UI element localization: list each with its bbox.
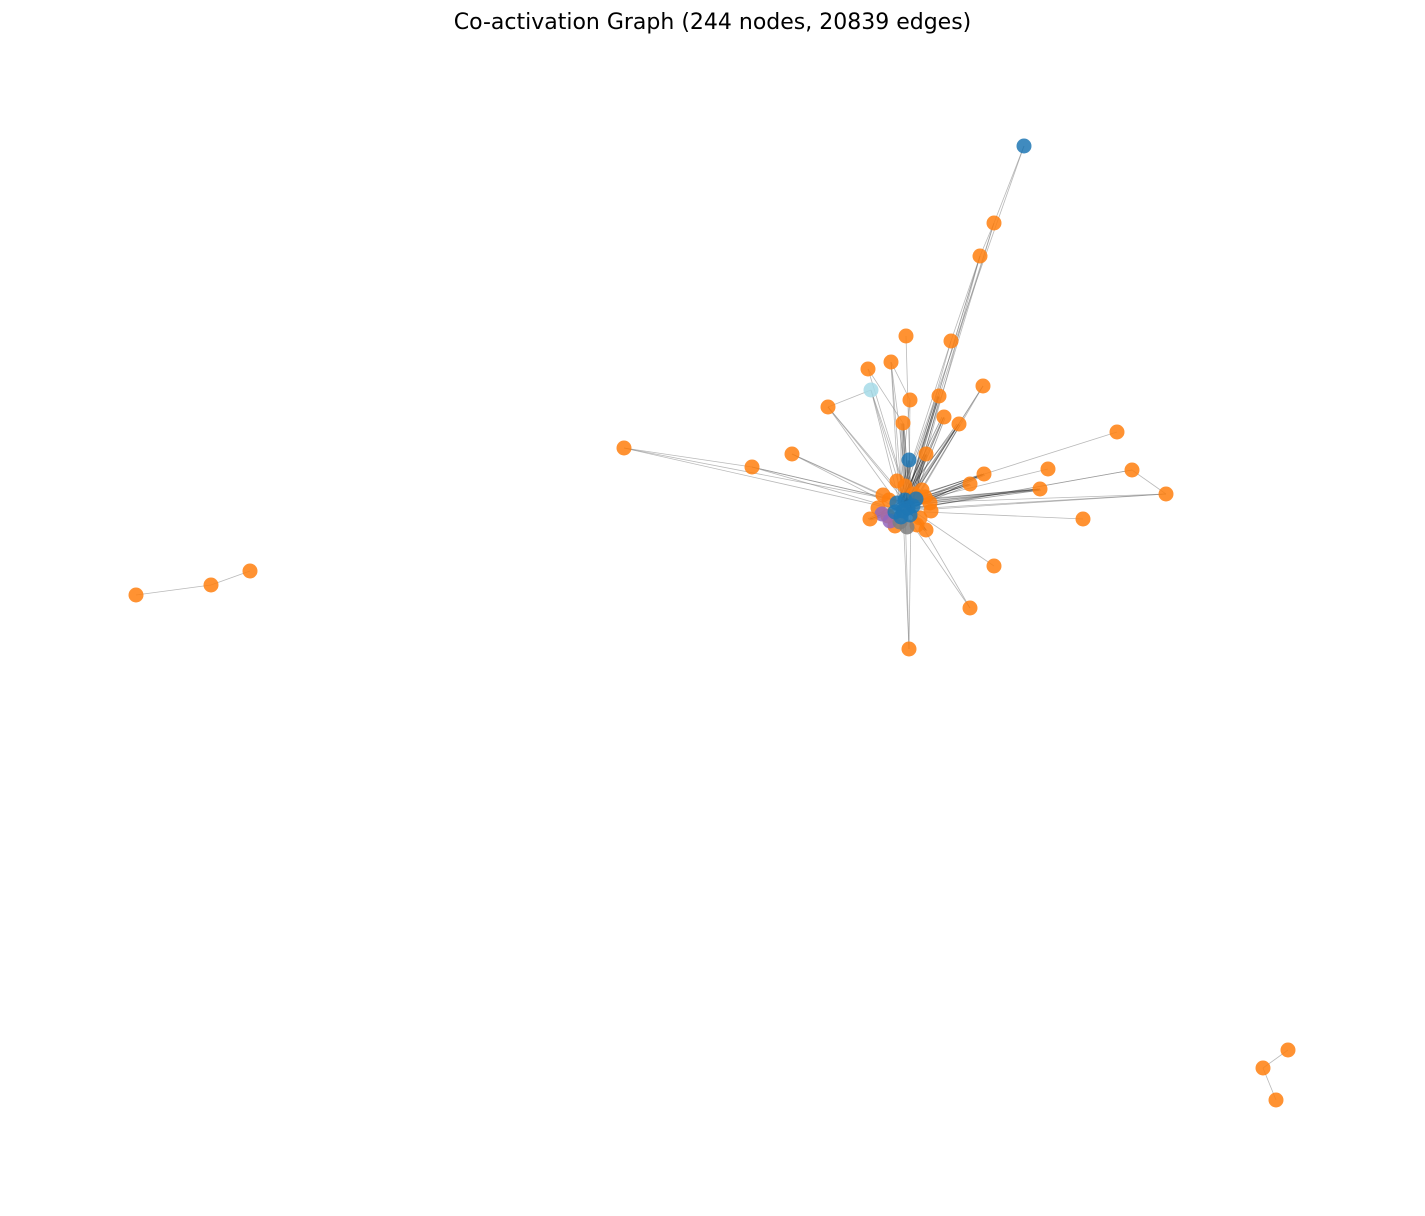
graph-node (1016, 138, 1032, 154)
graph-edge (950, 255, 981, 342)
graph-node (1109, 424, 1125, 440)
graph-node (242, 563, 258, 579)
graph-node (901, 641, 917, 657)
edges-layer (135, 145, 1289, 1101)
graph-node (898, 328, 914, 344)
cluster-node (900, 500, 916, 516)
graph-node (962, 476, 978, 492)
graph-node (951, 416, 967, 432)
cluster-node (923, 503, 939, 519)
graph-node (1124, 462, 1140, 478)
graph-edge (827, 389, 872, 408)
graph-node (936, 409, 952, 425)
graph-node (986, 558, 1002, 574)
graph-edge (867, 368, 904, 424)
graph-edge (623, 447, 910, 504)
graph-node (1040, 461, 1056, 477)
graph-node (943, 333, 959, 349)
graph-edge (993, 145, 1025, 224)
graph-edge (904, 255, 981, 506)
graph-node (784, 446, 800, 462)
graph-node (918, 446, 934, 462)
graph-node (128, 587, 144, 603)
graph-edge (908, 222, 995, 504)
graph-node (931, 388, 947, 404)
graph-node (1268, 1092, 1284, 1108)
graph-node (901, 452, 917, 468)
graph-node (862, 511, 878, 527)
graph-title: Co-activation Graph (244 nodes, 20839 ed… (453, 10, 972, 35)
graph-node (975, 378, 991, 394)
graph-edge (908, 493, 1167, 504)
graph-node (972, 248, 988, 264)
graph-edge (910, 493, 1167, 510)
graph-edge (623, 447, 753, 468)
graph-node (883, 354, 899, 370)
graph-node (863, 382, 879, 398)
graph-edge (910, 469, 1133, 510)
graph-node (902, 392, 918, 408)
graph-node (962, 600, 978, 616)
graph-edge (904, 340, 952, 506)
graph-node (1075, 511, 1091, 527)
graph-edge (135, 584, 212, 596)
graph-node (203, 577, 219, 593)
graph-node (976, 466, 992, 482)
graph-node (616, 440, 632, 456)
graph-node (744, 459, 760, 475)
graph-node (895, 415, 911, 431)
graph-node (1158, 486, 1174, 502)
nodes-layer (128, 138, 1296, 1108)
graph-node (860, 361, 876, 377)
graph-node (1032, 481, 1048, 497)
graph-node (918, 522, 934, 538)
graph-node (1255, 1060, 1271, 1076)
graph-node (1280, 1042, 1296, 1058)
graph-edge (623, 447, 904, 512)
graph-edge (827, 406, 912, 510)
graph-node (986, 215, 1002, 231)
graph-node (820, 399, 836, 415)
